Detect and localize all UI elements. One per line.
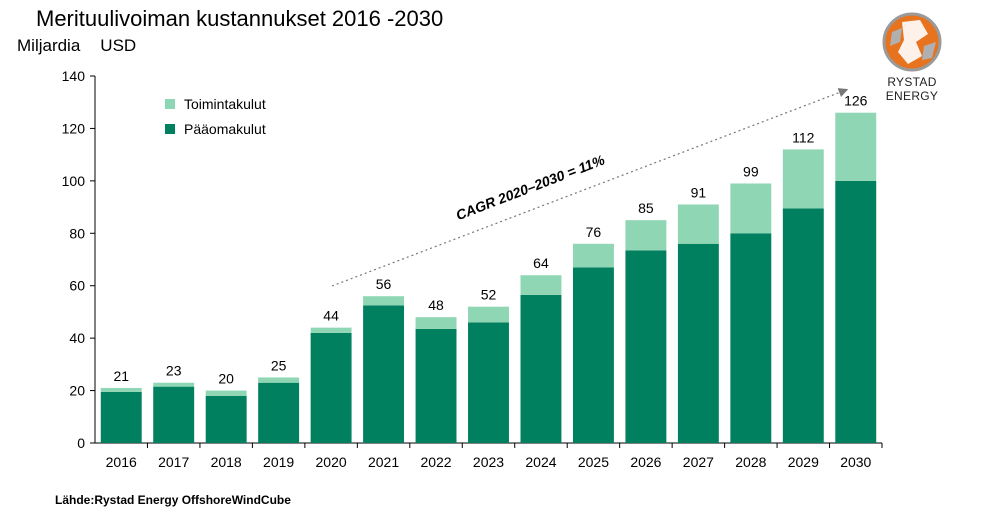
bar-opex: [730, 183, 772, 234]
data-label: 44: [323, 308, 339, 324]
x-tick-label: 2018: [211, 454, 242, 470]
rystad-logo: RYSTAD ENERGY: [862, 12, 962, 103]
bar-capex: [782, 208, 824, 443]
y-tick-label: 80: [69, 225, 85, 241]
x-tick-label: 2021: [368, 454, 399, 470]
x-tick-label: 2030: [840, 454, 871, 470]
bar-opex: [100, 387, 142, 392]
bar-capex: [310, 332, 352, 443]
y-tick-label: 120: [62, 120, 86, 136]
bar-capex: [572, 267, 614, 443]
bar-capex: [415, 328, 457, 443]
unit-label-part2: USD: [100, 36, 137, 55]
bar-opex: [205, 390, 247, 396]
data-label: 64: [533, 255, 549, 271]
y-tick-label: 60: [69, 278, 85, 294]
y-tick-label: 20: [69, 383, 85, 399]
chart-title: Merituulivoiman kustannukset 2016 -2030: [36, 6, 444, 31]
bar-opex: [310, 327, 352, 333]
bar-capex: [363, 305, 405, 443]
y-tick-label: 100: [62, 173, 86, 189]
data-label: 99: [743, 163, 759, 179]
unit-label-part1: Miljardia: [17, 36, 81, 55]
unit-label: Miljardia USD: [17, 36, 136, 56]
x-tick-label: 2027: [683, 454, 714, 470]
data-label: 23: [166, 363, 182, 379]
legend-label-capex: Pääomakulut: [184, 121, 266, 137]
x-tick-label: 2026: [630, 454, 661, 470]
bars: 21 23 20 25 44 56 48 52 64 76 85 91 99 112 126: [100, 93, 877, 443]
bar-capex: [677, 243, 719, 443]
bar-capex: [468, 322, 509, 443]
bar-capex: [625, 250, 667, 443]
bar-capex: [153, 386, 195, 443]
bar-capex: [205, 395, 247, 443]
bar-capex: [520, 294, 562, 443]
data-label: 25: [271, 357, 287, 373]
x-tick-label: 2017: [158, 454, 189, 470]
data-label: 126: [844, 93, 868, 109]
legend: Toimintakulut Pääomakulut: [165, 96, 266, 137]
x-tick-label: 2025: [578, 454, 609, 470]
x-tick-label: 2022: [420, 454, 451, 470]
cagr-label: CAGR 2020–2030 = 11%: [454, 151, 608, 223]
legend-swatch-opex: [165, 99, 175, 109]
cagr-trend-arrow: [331, 88, 849, 287]
data-label: 56: [376, 276, 392, 292]
x-tick-label: 2024: [525, 454, 556, 470]
bar-opex: [153, 382, 195, 387]
x-tick-label: 2029: [788, 454, 819, 470]
bar-opex: [415, 317, 457, 329]
x-tick-label: 2020: [316, 454, 347, 470]
data-label: 52: [481, 287, 497, 303]
data-label: 85: [638, 200, 654, 216]
bar-capex: [258, 382, 300, 443]
bar-opex: [363, 296, 405, 306]
bar-opex: [782, 149, 824, 209]
y-tick-label: 40: [69, 330, 85, 346]
data-label: 76: [586, 224, 602, 240]
bar-opex: [520, 275, 562, 295]
x-tick-label: 2019: [263, 454, 294, 470]
x-tick-label: 2028: [735, 454, 766, 470]
x-tick-label: 2023: [473, 454, 504, 470]
data-label: 21: [113, 368, 129, 384]
x-tick-label: 2016: [106, 454, 137, 470]
bar-opex: [677, 204, 719, 244]
logo-text: RYSTAD ENERGY: [885, 75, 939, 103]
bar-capex: [100, 391, 142, 443]
bar-opex: [468, 306, 509, 323]
rystad-globe-icon: [882, 12, 942, 72]
bar-opex: [258, 377, 300, 383]
data-label: 20: [218, 371, 234, 387]
y-tick-label: 0: [77, 435, 85, 451]
source-note: Lähde:Rystad Energy OffshoreWindCube: [55, 493, 291, 507]
legend-label-opex: Toimintakulut: [184, 96, 266, 112]
bar-capex: [835, 180, 877, 443]
bar-opex: [572, 243, 614, 268]
y-tick-label: 140: [62, 68, 86, 84]
data-label: 91: [691, 184, 707, 200]
bar-opex: [625, 220, 667, 251]
data-label: 48: [428, 297, 444, 313]
bar-capex: [730, 233, 772, 443]
legend-swatch-capex: [165, 124, 175, 134]
bar-opex: [835, 112, 877, 181]
data-label: 112: [792, 129, 815, 145]
